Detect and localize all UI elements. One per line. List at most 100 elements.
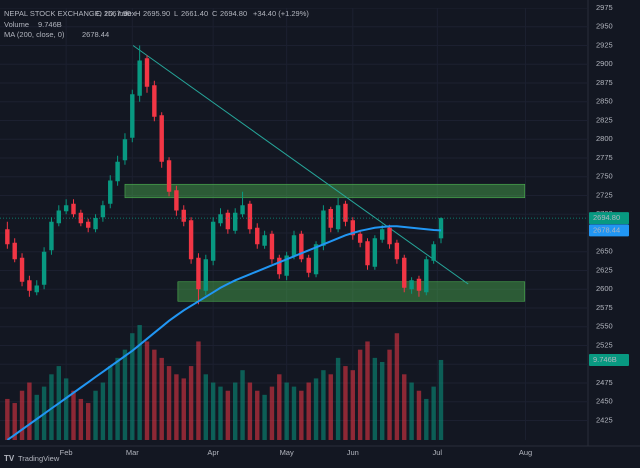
volume-bar <box>335 357 341 440</box>
candle-body <box>174 190 179 211</box>
candle-body <box>232 212 238 231</box>
header-low: 2661.40 <box>181 9 208 18</box>
candle-body <box>424 259 429 293</box>
header-change: +34.40 (+1.29%) <box>253 9 309 18</box>
ma-tag: 2678.44 <box>593 225 620 234</box>
volume-bar <box>159 357 164 440</box>
volume-bar <box>181 378 186 440</box>
y-tick-label: 2450 <box>596 397 613 406</box>
candle-body <box>115 161 120 182</box>
volume-bar <box>328 374 333 440</box>
volume-bar <box>100 382 106 440</box>
volume-bar <box>387 349 392 440</box>
candle-body <box>387 227 392 245</box>
candle-body <box>166 160 172 192</box>
legend-name: Volume <box>4 20 29 29</box>
candle-body <box>350 220 356 236</box>
volume-bar <box>247 382 253 440</box>
candle-body <box>255 227 260 245</box>
volume-bar <box>277 374 282 440</box>
volume-bar <box>78 398 84 440</box>
candle-body <box>247 203 253 230</box>
zone <box>177 281 526 302</box>
candle-body <box>63 205 69 212</box>
candle-body <box>41 251 47 285</box>
x-tick-label: Apr <box>207 448 219 457</box>
volume-bar <box>357 349 363 440</box>
volume-tag-bg <box>589 353 629 366</box>
volume-bar <box>27 382 32 440</box>
volume-bar <box>137 325 142 440</box>
footer-text: TradingView <box>18 454 60 463</box>
candle-body <box>196 257 201 290</box>
candle-body <box>152 85 157 117</box>
trendline <box>132 45 469 285</box>
candle-body <box>203 259 209 291</box>
candle-body <box>277 257 282 275</box>
y-tick-label: 2550 <box>596 322 613 331</box>
y-tick-label: 2650 <box>596 247 613 256</box>
candle-body <box>335 205 341 230</box>
y-tick-label: 2800 <box>596 134 613 143</box>
volume-bar <box>49 374 54 440</box>
candle-body <box>56 210 62 224</box>
logo: TV <box>4 454 15 463</box>
y-tick-label: 2825 <box>596 115 613 124</box>
y-tick-label: 2900 <box>596 59 613 68</box>
header-l-label: L <box>174 9 178 18</box>
volume-bar <box>269 386 275 440</box>
ma-tag-bg <box>589 224 629 237</box>
candle-body <box>130 94 135 138</box>
candle-body <box>85 221 91 228</box>
volume-bar <box>416 390 422 440</box>
y-tick-label: 2950 <box>596 22 613 31</box>
grid <box>0 8 588 440</box>
y-tick-label: 2725 <box>596 190 613 199</box>
candle-body <box>122 139 128 161</box>
volume-bar <box>122 349 128 440</box>
candle-body <box>379 229 385 240</box>
volume-bar <box>203 374 209 440</box>
volume-bar <box>174 374 179 440</box>
volume-bar <box>424 398 429 440</box>
volume-bar <box>218 386 223 440</box>
candle-body <box>218 214 223 224</box>
candle-body <box>27 280 32 291</box>
volume-bar <box>240 370 245 440</box>
candle-body <box>181 209 186 222</box>
volume-bar <box>438 359 444 440</box>
candle-body <box>343 203 348 222</box>
y-tick-label: 2600 <box>596 284 613 293</box>
volume-bar <box>313 378 319 440</box>
volume-bar <box>255 390 260 440</box>
ma-line <box>6 225 442 440</box>
candle-body <box>34 285 39 293</box>
volume-bar <box>232 382 238 440</box>
y-tick-label: 2775 <box>596 153 613 162</box>
candle-body <box>210 221 216 261</box>
candle-body <box>394 242 400 260</box>
volume-bar <box>85 403 91 440</box>
candle-body <box>291 235 297 257</box>
volume-bar <box>210 382 216 440</box>
volume-bar <box>34 394 39 440</box>
y-tick-label: 2575 <box>596 303 613 312</box>
y-tick-label: 2850 <box>596 97 613 106</box>
volume-bar <box>19 390 25 440</box>
candle-body <box>137 60 142 96</box>
volume-bar <box>306 382 311 440</box>
y-tick-label: 2875 <box>596 78 613 87</box>
candle-body <box>49 221 54 251</box>
legend-value: 2678.44 <box>82 30 109 39</box>
volume-bar <box>225 390 231 440</box>
candle-body <box>93 218 98 230</box>
header-o-label: O <box>96 9 102 18</box>
volume-bar <box>5 398 10 440</box>
candle-body <box>402 257 407 288</box>
y-tick-label: 2925 <box>596 40 613 49</box>
volume-bar <box>431 386 436 440</box>
volume-bar <box>372 357 378 440</box>
volume-bar <box>262 394 267 440</box>
volume-bar <box>166 366 172 440</box>
